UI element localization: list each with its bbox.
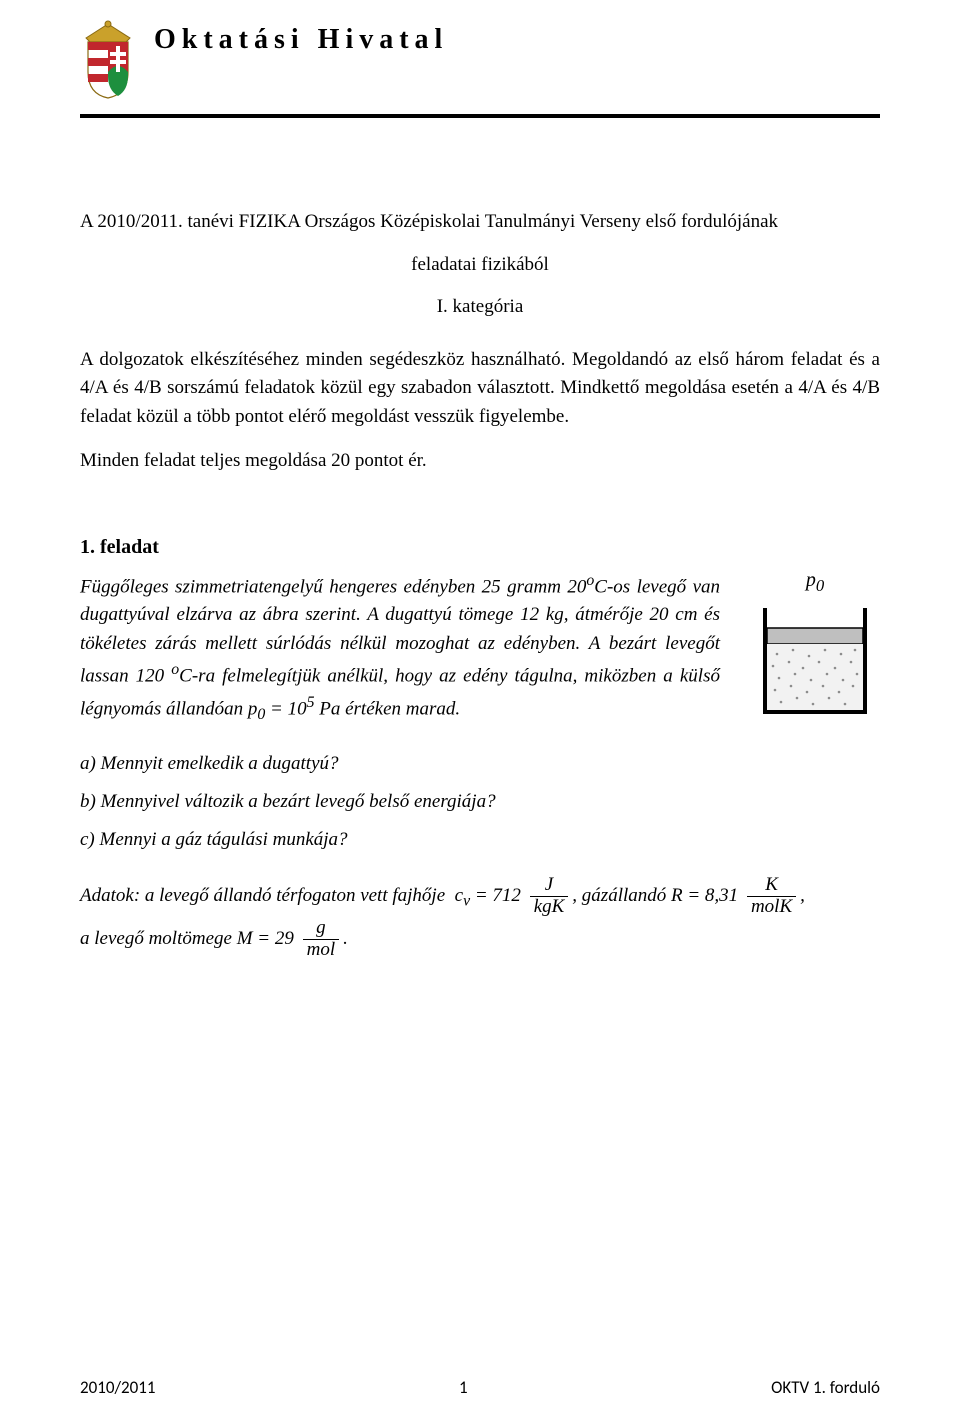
intro-category: I. kategória [80, 293, 880, 322]
molar-prefix: a levegő moltömege [80, 928, 237, 949]
cv-symbol: c [455, 885, 463, 906]
molar-sym: M [237, 928, 253, 949]
task1-heading: 1. feladat [80, 536, 880, 559]
page-footer: 2010/2011 1 OKTV 1. forduló [80, 1377, 880, 1398]
intro-block: A 2010/2011. tanévi FIZIKA Országos Közé… [80, 208, 880, 476]
org-title: Oktatási Hivatal [154, 24, 448, 56]
page: Oktatási Hivatal A 2010/2011. tanévi FIZ… [0, 0, 960, 1426]
footer-left: 2010/2011 [80, 1377, 156, 1398]
gas-const-eq: = 8,31 [683, 885, 739, 906]
gas-const-num: K [747, 875, 796, 897]
gas-const-sym: R [671, 885, 683, 906]
cv-unit-den: kgK [530, 897, 569, 918]
gas-const-frac: K molK [747, 875, 796, 918]
p0-letter: p [806, 569, 816, 591]
task1-data: Adatok: a levegő állandó térfogaton vett… [80, 875, 880, 961]
data-prefix: Adatok: a levegő állandó térfogaton vett… [80, 885, 445, 906]
instructions: A dolgozatok elkészítéséhez minden segéd… [80, 346, 880, 476]
instructions-p1: A dolgozatok elkészítéséhez minden segéd… [80, 346, 880, 432]
task1-row: Függőleges szimmetriatengelyű hengeres e… [80, 569, 880, 728]
task1-figure: p0 [750, 569, 880, 728]
instructions-p2: Minden feladat teljes megoldása 20 ponto… [80, 447, 880, 476]
task1-body: Függőleges szimmetriatengelyű hengeres e… [80, 569, 720, 728]
molar-den: mol [303, 940, 340, 961]
task1-qa: a) Mennyit emelkedik a dugattyú? [80, 745, 880, 783]
piston-diagram-icon [755, 600, 875, 720]
header-divider [80, 114, 880, 118]
intro-title-line2: feladatai fizikából [80, 251, 880, 280]
molar-frac: g mol [303, 918, 340, 961]
task1-qb: b) Mennyivel változik a bezárt levegő be… [80, 783, 880, 821]
crest-icon [80, 20, 136, 100]
gas-const-den: molK [747, 897, 796, 918]
task1-qc: c) Mennyi a gáz tágulási munkája? [80, 821, 880, 859]
cv-unit-num: J [530, 875, 569, 897]
figure-p0-label: p0 [806, 569, 824, 596]
task1-questions: a) Mennyit emelkedik a dugattyú? b) Menn… [80, 745, 880, 859]
gas-const-label: , gázállandó [572, 885, 666, 906]
molar-num: g [303, 918, 340, 940]
footer-right: OKTV 1. forduló [771, 1377, 880, 1398]
cv-unit-frac: J kgK [530, 875, 569, 918]
p0-sub: 0 [816, 576, 824, 595]
footer-center: 1 [459, 1377, 468, 1398]
header-row: Oktatási Hivatal [80, 20, 880, 100]
molar-eq: = 29 [253, 928, 294, 949]
intro-title-line1: A 2010/2011. tanévi FIZIKA Országos Közé… [80, 208, 880, 237]
cv-eq: = 712 [470, 885, 521, 906]
